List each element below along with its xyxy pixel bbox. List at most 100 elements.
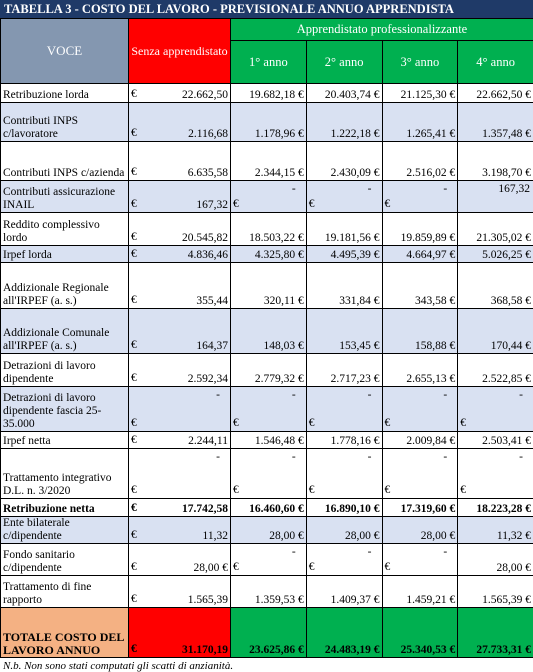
- euro-sign: €: [131, 166, 137, 179]
- year-value: 4.495,39 €: [306, 246, 382, 263]
- row-label: Irpef lorda: [1, 246, 129, 263]
- cell-value: -: [443, 183, 447, 196]
- euro-sign: €: [233, 561, 239, 574]
- euro-sign: €: [233, 417, 239, 430]
- cell-value: 17.319,60 €: [401, 503, 456, 515]
- year-value: €-: [231, 387, 307, 432]
- row-label: Trattamento integrativo D.L. n. 3/2020: [1, 449, 129, 499]
- table-row: Addizionale Regionale all'IRPEF (a. s.)€…: [1, 263, 533, 309]
- cell-value: -: [216, 451, 220, 464]
- cell-value: 31.170,19: [182, 644, 228, 656]
- year-value: 1.409,37 €: [306, 576, 382, 608]
- cell-value: 1.409,37 €: [331, 594, 380, 606]
- euro-sign: €: [131, 231, 137, 244]
- row-label: Retribuzione netta: [1, 499, 129, 517]
- year-value: 16.890,10 €: [306, 499, 382, 517]
- euro-sign: €: [131, 593, 137, 606]
- row-label: Addizionale Comunale all'IRPEF (a. s.): [1, 309, 129, 354]
- cell-value: 170,44 €: [491, 340, 531, 352]
- table-row: TOTALE COSTO DEL LAVORO ANNUO€31.170,19 2…: [1, 608, 533, 658]
- year-value: €-: [306, 181, 382, 213]
- year-value: 19.682,18 €: [231, 84, 307, 103]
- euro-sign: €: [233, 198, 239, 211]
- cell-value: 2.592,34: [188, 373, 228, 385]
- year-value: 28,00 €: [458, 544, 533, 576]
- year-value: 20.403,74 €: [306, 84, 382, 103]
- cell-value: 2.503,41 €: [482, 435, 531, 447]
- year-value: 4.325,80 €: [231, 246, 307, 263]
- year-value: 1.546,48 €: [231, 432, 307, 449]
- year-value: 4.664,97 €: [382, 246, 458, 263]
- year-value: 3.198,70 €: [458, 142, 533, 181]
- year-value: €-: [382, 544, 458, 576]
- cell-value: -: [368, 183, 372, 196]
- cell-value: 2.344,15 €: [255, 167, 304, 179]
- euro-sign: €: [309, 484, 315, 497]
- year-value: 167,32: [458, 181, 533, 213]
- euro-sign: €: [385, 484, 391, 497]
- year-value: 2.344,15 €: [231, 142, 307, 181]
- year-value: €-: [231, 449, 307, 499]
- year-value: 22.662,50 €: [458, 84, 533, 103]
- cell-value: 1.565,39 €: [482, 594, 531, 606]
- year-value: 1.178,96 €: [231, 103, 307, 142]
- year-value: €-: [231, 544, 307, 576]
- cell-value: 2.655,13 €: [406, 373, 455, 385]
- row-label: Contributi INPS c/azienda: [1, 142, 129, 181]
- euro-sign: €: [131, 294, 137, 307]
- cell-value: -: [292, 183, 296, 196]
- euro-sign: €: [460, 484, 466, 497]
- cell-value: -: [443, 546, 447, 559]
- year-value: 28,00 €: [306, 517, 382, 544]
- year-value: 170,44 €: [458, 309, 533, 354]
- senza-value: €17.742,58: [129, 499, 231, 517]
- table-row: Fondo sanitario c/dipendente€28,00 €€-€-…: [1, 544, 533, 576]
- header-voce: VOCE: [1, 19, 129, 84]
- senza-value: €22.662,50: [129, 84, 231, 103]
- year-value: 19.181,56 €: [306, 213, 382, 246]
- cell-value: 2.244,11: [188, 435, 228, 447]
- cell-value: 5.026,25 €: [482, 249, 531, 261]
- euro-sign: €: [309, 417, 315, 430]
- euro-sign: €: [309, 198, 315, 211]
- senza-value: €20.545,82: [129, 213, 231, 246]
- euro-sign: €: [131, 248, 137, 261]
- cell-value: 4.325,80 €: [255, 249, 304, 261]
- senza-value: €1.565,39: [129, 576, 231, 608]
- euro-sign: €: [460, 417, 466, 430]
- year-value: 25.340,53 €: [382, 608, 458, 658]
- senza-value: €2.116,68: [129, 103, 231, 142]
- cell-value: 24.483,19 €: [325, 644, 380, 656]
- euro-sign: €: [131, 339, 137, 352]
- euro-sign: €: [131, 198, 137, 211]
- cell-value: 1.546,48 €: [255, 435, 304, 447]
- cell-value: 18.503,22 €: [249, 232, 304, 244]
- cell-value: 6.635,58: [188, 167, 228, 179]
- row-label: TOTALE COSTO DEL LAVORO ANNUO: [1, 608, 129, 658]
- cell-value: 20.545,82: [182, 232, 228, 244]
- euro-sign: €: [385, 198, 391, 211]
- cell-value: 158,88 €: [415, 340, 455, 352]
- euro-sign: €: [131, 434, 137, 447]
- cell-value: 18.223,28 €: [476, 503, 531, 515]
- row-label: Fondo sanitario c/dipendente: [1, 544, 129, 576]
- cell-value: 21.125,30 €: [401, 89, 456, 101]
- cell-value: 28,00 €: [269, 530, 304, 542]
- cell-value: 331,84 €: [339, 295, 379, 307]
- row-label: Ente bilaterale c/dipendente: [1, 517, 129, 544]
- year-value: 2.717,23 €: [306, 354, 382, 387]
- senza-value: €31.170,19: [129, 608, 231, 658]
- cell-value: -: [292, 389, 296, 402]
- cell-value: -: [292, 546, 296, 559]
- euro-sign: €: [385, 417, 391, 430]
- year-value: 11,32 €: [458, 517, 533, 544]
- cell-value: -: [519, 451, 523, 464]
- senza-value: €164,37: [129, 309, 231, 354]
- cell-value: 167,32: [196, 199, 228, 211]
- year-value: 320,11 €: [231, 263, 307, 309]
- header-apprendistato: Apprendistato professionalizzante: [231, 19, 533, 41]
